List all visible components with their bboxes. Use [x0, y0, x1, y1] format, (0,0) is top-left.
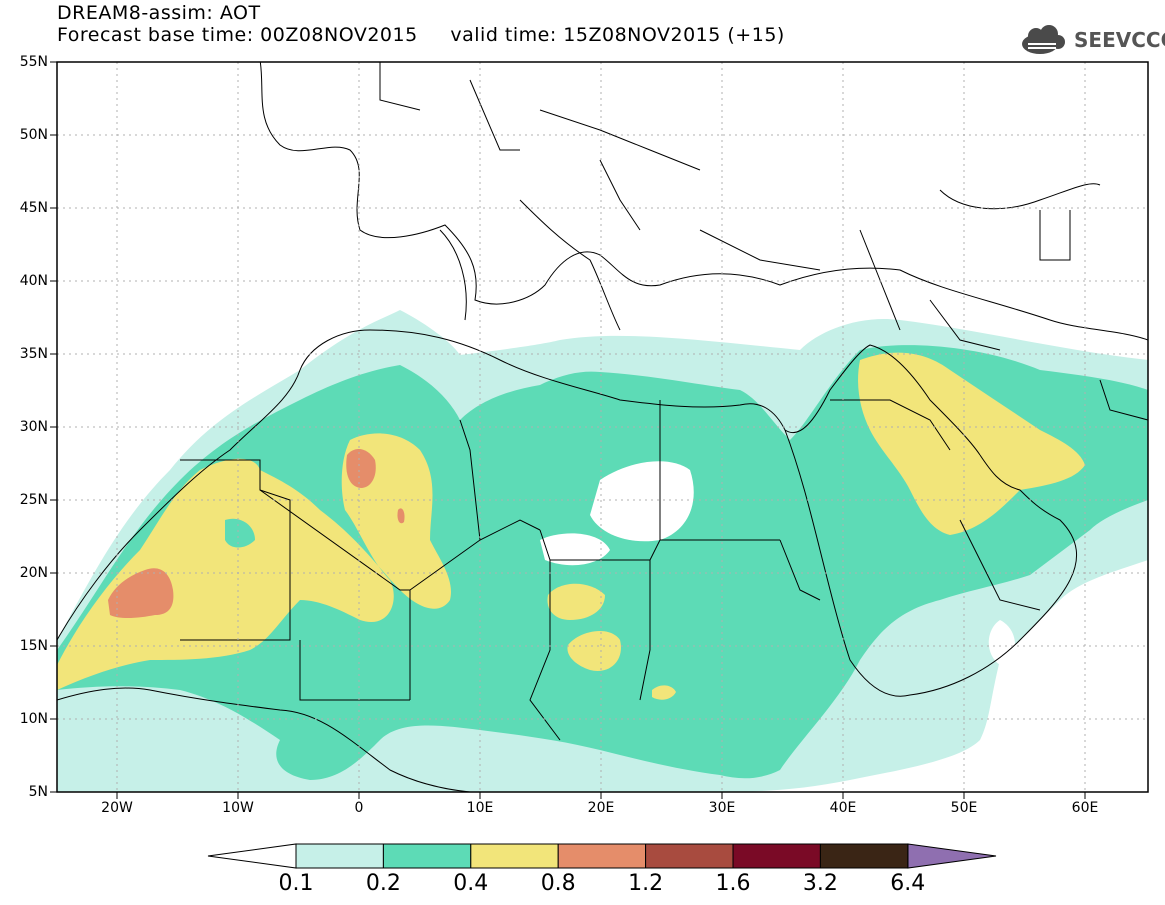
- logo-text: SEEVCCC: [1074, 28, 1165, 52]
- lat-label: 40N: [19, 273, 48, 289]
- lat-label: 30N: [19, 419, 48, 435]
- lon-label: 60E: [1071, 800, 1099, 816]
- lat-label: 5N: [28, 784, 48, 800]
- lon-label: 20W: [101, 800, 133, 816]
- lat-label: 20N: [19, 565, 48, 581]
- title-line-1: DREAM8-assim: AOT: [57, 2, 261, 24]
- aot-below-threshold: [540, 461, 1015, 665]
- colorbar-label: 1.2: [628, 871, 664, 896]
- country-borders: [180, 62, 1148, 741]
- lon-label: 20E: [587, 800, 615, 816]
- colorbar-label: 3.2: [802, 871, 838, 896]
- aot-0.2-region: [57, 345, 1148, 780]
- lat-label: 10N: [19, 711, 48, 727]
- lat-label: 45N: [19, 200, 48, 216]
- axis-ticks: [50, 61, 1086, 799]
- lat-label: 55N: [19, 54, 48, 70]
- colorbar-label: 1.6: [715, 871, 751, 896]
- title-line-2: Forecast base time: 00Z08NOV2015 valid t…: [57, 24, 785, 46]
- lon-label: 40E: [829, 800, 857, 816]
- lon-label: 50E: [950, 800, 978, 816]
- colorbar-label: 6.4: [890, 871, 926, 896]
- colorbar-label: 0.8: [540, 871, 576, 896]
- lon-label: 0: [354, 800, 364, 816]
- lon-label: 10W: [222, 800, 254, 816]
- lat-label: 15N: [19, 638, 48, 654]
- coastlines: [57, 62, 1148, 792]
- aot-0.8-region: [108, 448, 405, 619]
- lon-label: 10E: [466, 800, 494, 816]
- graticule: [57, 62, 1148, 792]
- lat-label: 35N: [19, 346, 48, 362]
- lon-label: 30E: [708, 800, 736, 816]
- lat-label: 25N: [19, 492, 48, 508]
- colorbar-label: 0.2: [365, 871, 401, 896]
- cloud-logo-icon: [1022, 25, 1065, 54]
- colorbar-label: 0.4: [453, 871, 489, 896]
- colorbar-label: 0.1: [278, 871, 314, 896]
- lat-label: 50N: [19, 127, 48, 143]
